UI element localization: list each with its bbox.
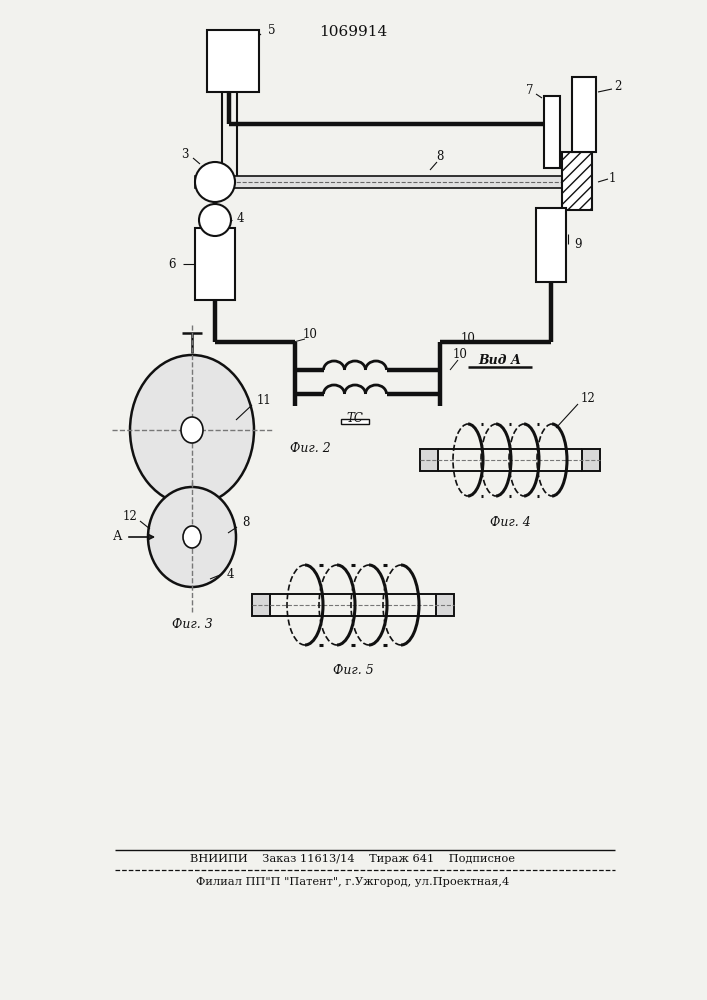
Text: 1069914: 1069914 <box>319 25 387 39</box>
Bar <box>252 594 270 616</box>
Text: Фиг. 2: Фиг. 2 <box>290 442 330 456</box>
Ellipse shape <box>148 487 236 587</box>
Bar <box>544 96 560 168</box>
Bar <box>420 449 438 471</box>
Text: Вид А: Вид А <box>479 354 522 366</box>
Text: ТС: ТС <box>346 412 363 424</box>
Text: 7: 7 <box>526 84 534 97</box>
Circle shape <box>199 204 231 236</box>
Ellipse shape <box>183 526 201 548</box>
Text: 11: 11 <box>257 393 271 406</box>
Bar <box>572 77 596 152</box>
Text: 10: 10 <box>303 328 317 342</box>
Ellipse shape <box>181 417 203 443</box>
Ellipse shape <box>130 355 254 505</box>
Bar <box>195 176 562 188</box>
Bar <box>436 594 454 616</box>
Text: Филиал ПП"П "Патент", г.Ужгород, ул.Проектная,4: Филиал ПП"П "Патент", г.Ужгород, ул.Прое… <box>197 877 510 887</box>
Bar <box>562 152 592 210</box>
Bar <box>582 449 600 471</box>
Text: А: А <box>113 530 123 544</box>
Text: 2: 2 <box>614 81 621 94</box>
Circle shape <box>195 162 235 202</box>
Bar <box>195 228 235 300</box>
Text: 8: 8 <box>436 149 444 162</box>
Text: 5: 5 <box>268 23 276 36</box>
Text: Фиг. 4: Фиг. 4 <box>490 516 530 528</box>
Text: 4: 4 <box>236 212 244 225</box>
Text: 10: 10 <box>460 332 475 344</box>
Text: Фиг. 5: Фиг. 5 <box>332 664 373 676</box>
Bar <box>207 30 259 92</box>
Text: 6: 6 <box>168 257 176 270</box>
Bar <box>536 208 566 282</box>
Text: 10: 10 <box>452 349 467 361</box>
Text: Фиг. 3: Фиг. 3 <box>172 618 212 632</box>
Text: 4: 4 <box>226 568 234 582</box>
Text: 9: 9 <box>574 237 582 250</box>
Bar <box>341 419 369 424</box>
Text: 8: 8 <box>243 516 250 530</box>
Text: 12: 12 <box>122 510 137 524</box>
Text: 1: 1 <box>608 172 616 184</box>
Text: 12: 12 <box>580 391 595 404</box>
Text: ВНИИПИ    Заказ 11613/14    Тираж 641    Подписное: ВНИИПИ Заказ 11613/14 Тираж 641 Подписно… <box>190 854 515 864</box>
Text: 3: 3 <box>181 147 189 160</box>
